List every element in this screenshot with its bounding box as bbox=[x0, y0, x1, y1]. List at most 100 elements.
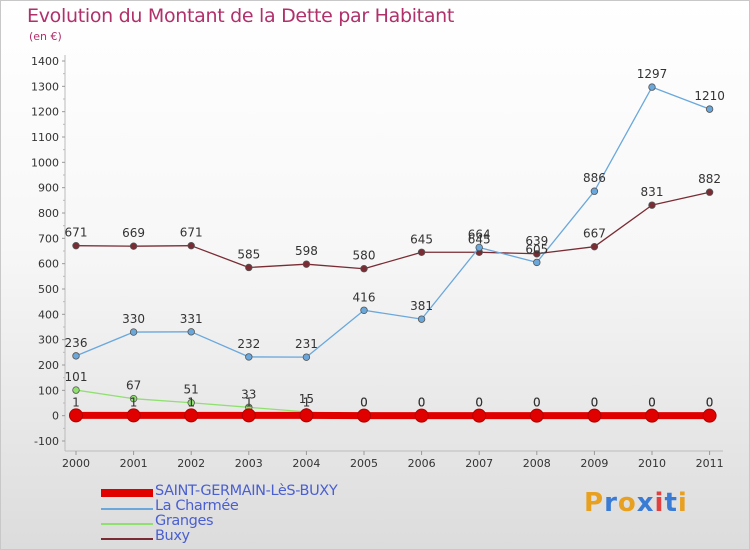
y-tick-label: 0 bbox=[52, 410, 59, 423]
legend-label: Granges bbox=[155, 513, 214, 529]
data-label: 585 bbox=[237, 247, 260, 261]
data-point bbox=[472, 408, 487, 423]
data-point bbox=[417, 315, 426, 323]
series-line bbox=[75, 191, 710, 270]
data-point bbox=[72, 352, 80, 360]
logo-letter: i bbox=[677, 488, 688, 518]
data-point bbox=[705, 188, 714, 196]
x-tick-label: 2000 bbox=[62, 457, 90, 470]
x-tick-label: 2003 bbox=[235, 457, 263, 470]
x-tick-label: 2011 bbox=[696, 457, 724, 470]
chart-subtitle: (en €) bbox=[29, 30, 62, 43]
y-tick-label: 300 bbox=[38, 334, 59, 347]
series-line bbox=[75, 86, 710, 358]
data-point bbox=[302, 353, 311, 361]
data-point bbox=[590, 187, 599, 195]
data-point bbox=[69, 408, 83, 423]
data-point bbox=[72, 386, 80, 394]
logo-letter: r bbox=[604, 488, 618, 518]
data-label: 0 bbox=[418, 396, 426, 410]
x-tick-label: 2008 bbox=[523, 457, 551, 470]
data-point bbox=[129, 242, 138, 250]
data-point bbox=[241, 408, 256, 423]
data-label: 671 bbox=[65, 226, 88, 240]
logo-letter: x bbox=[636, 488, 655, 518]
data-point bbox=[414, 408, 429, 423]
data-point bbox=[184, 408, 199, 423]
logo-letter: o bbox=[617, 488, 637, 518]
data-point bbox=[702, 408, 717, 423]
data-point bbox=[475, 243, 483, 252]
data-label: 605 bbox=[525, 242, 548, 256]
y-tick-label: 900 bbox=[38, 182, 59, 195]
data-point bbox=[129, 394, 138, 403]
data-point bbox=[302, 260, 311, 268]
data-label: 1 bbox=[130, 395, 138, 409]
data-point bbox=[645, 408, 659, 423]
data-point bbox=[72, 241, 80, 250]
y-tick-label: 1100 bbox=[31, 131, 59, 144]
x-tick-label: 2009 bbox=[580, 457, 608, 470]
data-label: 0 bbox=[706, 396, 714, 410]
data-label: 639 bbox=[525, 234, 548, 248]
data-label: 236 bbox=[65, 336, 88, 350]
data-label: 1297 bbox=[637, 67, 668, 81]
legend-swatch bbox=[101, 523, 153, 525]
data-label: 598 bbox=[295, 244, 318, 258]
data-label: 331 bbox=[180, 312, 203, 326]
data-label: 330 bbox=[122, 312, 145, 326]
x-tick-label: 2007 bbox=[465, 457, 493, 470]
y-tick-label: 100 bbox=[38, 384, 59, 397]
x-tick-label: 2005 bbox=[350, 457, 378, 470]
legend-swatch bbox=[101, 508, 153, 510]
data-label: 1 bbox=[303, 395, 311, 409]
y-tick-label: 1200 bbox=[31, 106, 59, 119]
data-label: 33 bbox=[241, 387, 256, 401]
x-tick-label: 2001 bbox=[120, 457, 148, 470]
data-label: 381 bbox=[410, 299, 433, 313]
data-point bbox=[533, 250, 541, 258]
data-point bbox=[360, 265, 368, 273]
y-tick-label: 1300 bbox=[31, 80, 59, 93]
data-point bbox=[245, 263, 253, 272]
data-label: 231 bbox=[295, 337, 318, 351]
y-tick-label: 500 bbox=[38, 283, 59, 296]
y-tick-label: 800 bbox=[38, 207, 59, 220]
data-label: 831 bbox=[641, 185, 664, 199]
data-label: 0 bbox=[475, 396, 483, 410]
y-tick-label: 1000 bbox=[31, 156, 59, 169]
data-label: 0 bbox=[475, 396, 483, 410]
logo-letter: P bbox=[584, 488, 605, 518]
data-label: 416 bbox=[353, 290, 376, 304]
data-label: 671 bbox=[180, 226, 203, 240]
x-tick-label: 2010 bbox=[638, 457, 666, 470]
data-label: 1 bbox=[187, 395, 195, 409]
data-label: 1210 bbox=[694, 89, 725, 103]
data-point bbox=[648, 201, 656, 209]
data-point bbox=[360, 306, 368, 314]
data-label: 664 bbox=[468, 227, 491, 241]
data-label: 0 bbox=[706, 396, 714, 410]
data-label: 882 bbox=[698, 172, 721, 186]
data-label: 51 bbox=[184, 383, 199, 397]
series-line bbox=[75, 389, 710, 417]
y-tick-label: 1400 bbox=[31, 55, 59, 68]
data-label: 0 bbox=[360, 396, 368, 410]
data-point bbox=[705, 105, 714, 113]
data-point bbox=[357, 408, 371, 423]
data-label: 0 bbox=[648, 396, 656, 410]
y-tick-label: 600 bbox=[38, 258, 59, 271]
proxiti-logo: Proxiti bbox=[584, 488, 688, 518]
data-label: 886 bbox=[583, 171, 606, 185]
y-tick-label: -100 bbox=[34, 435, 59, 448]
data-point bbox=[417, 248, 426, 256]
data-label: 0 bbox=[591, 396, 599, 410]
logo-letter: t bbox=[664, 488, 678, 518]
data-point bbox=[590, 242, 599, 251]
data-label: 101 bbox=[65, 370, 88, 384]
y-tick-label: 200 bbox=[38, 359, 59, 372]
legend-label: SAINT-GERMAIN-LèS-BUXY bbox=[155, 483, 338, 499]
data-point bbox=[187, 399, 195, 407]
